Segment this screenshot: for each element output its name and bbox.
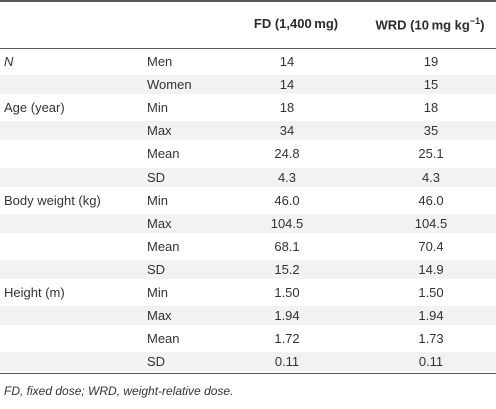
row-stat-label: Max: [147, 216, 172, 231]
row-stat-label: SD: [147, 262, 166, 277]
row-stat-label: Min: [147, 100, 168, 115]
row-stat-label: Max: [147, 123, 172, 138]
cell-fd: 18: [279, 100, 295, 115]
cell-wrd: 1.94: [418, 308, 444, 323]
cell-wrd: 0.11: [418, 354, 444, 369]
cell-fd: 1.94: [274, 308, 300, 323]
row-shade: [0, 121, 496, 140]
header-wrd-close: ): [480, 17, 485, 33]
table-footnote: FD, fixed dose; WRD, weight-relative dos…: [4, 384, 234, 398]
cell-wrd: 18: [423, 100, 439, 115]
cell-wrd: 104.5: [414, 216, 448, 231]
row-group-label: Height (m): [4, 285, 65, 300]
cell-wrd: 1.50: [418, 285, 444, 300]
cell-wrd: 25.1: [418, 146, 444, 161]
cell-fd: 4.3: [277, 170, 297, 185]
row-stat-label: Min: [147, 285, 168, 300]
row-stat-label: Min: [147, 193, 168, 208]
cell-fd: 68.1: [274, 239, 300, 254]
bottom-rule: [0, 373, 496, 374]
cell-wrd: 35: [423, 123, 439, 138]
row-group-label: Body weight (kg): [4, 193, 101, 208]
cell-wrd: 19: [423, 54, 439, 69]
row-shade: [0, 214, 496, 233]
cell-fd: 1.72: [274, 331, 300, 346]
row-stat-label: SD: [147, 354, 166, 369]
cell-fd: 24.8: [274, 146, 300, 161]
cell-fd: 1.50: [274, 285, 300, 300]
cell-wrd: 70.4: [418, 239, 444, 254]
row-stat-label: Women: [147, 77, 192, 92]
header-fd: FD (1,400 mg): [253, 16, 339, 31]
cell-wrd: 15: [423, 77, 439, 92]
cell-wrd: 1.73: [418, 331, 444, 346]
table-header: FD (1,400 mg) WRD (10 mg kg−1): [0, 0, 496, 48]
row-stat-label: Men: [147, 54, 173, 69]
row-group-label: Age (year): [4, 100, 65, 115]
row-shade: [0, 306, 496, 325]
cell-fd: 46.0: [274, 193, 300, 208]
cell-wrd: 46.0: [418, 193, 444, 208]
cell-fd: 104.5: [270, 216, 304, 231]
header-rule: [0, 48, 496, 49]
row-shade: [0, 75, 496, 94]
cell-fd: 0.11: [274, 354, 300, 369]
header-wrd-exponent: −1: [469, 16, 481, 26]
header-wrd-text: WRD (10 mg kg: [375, 17, 470, 33]
cell-fd: 15.2: [274, 262, 300, 277]
row-stat-label: SD: [147, 170, 166, 185]
row-shade: [0, 168, 496, 187]
row-shade: [0, 260, 496, 279]
header-wrd: WRD (10 mg kg−1): [356, 16, 496, 32]
row-group-label: N: [4, 54, 14, 69]
row-stat-label: Mean: [147, 331, 180, 346]
cell-fd: 14: [279, 77, 295, 92]
cell-wrd: 4.3: [421, 170, 441, 185]
cell-fd: 14: [279, 54, 295, 69]
top-rule: [0, 0, 496, 2]
cell-fd: 34: [279, 123, 295, 138]
row-shade: [0, 352, 496, 371]
row-stat-label: Mean: [147, 146, 180, 161]
row-stat-label: Max: [147, 308, 172, 323]
cell-wrd: 14.9: [418, 262, 444, 277]
row-stat-label: Mean: [147, 239, 180, 254]
